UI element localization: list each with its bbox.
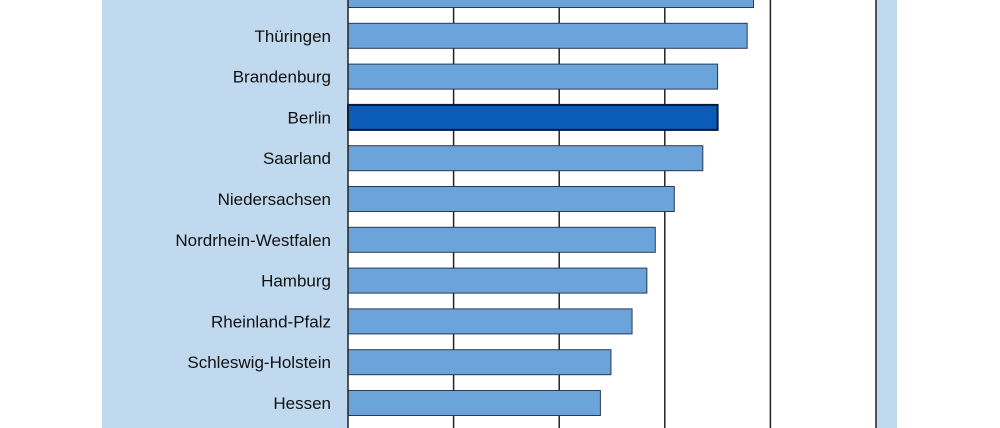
bars (347, 0, 755, 416)
category-label: Schleswig-Holstein (187, 353, 331, 372)
bar-sachsen (347, 0, 755, 8)
category-label: Hamburg (261, 272, 331, 291)
category-label: Rheinland-Pfalz (211, 312, 331, 331)
bar-saarland (347, 145, 704, 172)
category-label: Berlin (288, 108, 331, 127)
bar-schleswig-holstein (347, 349, 612, 376)
bar-rheinland-pfalz (347, 308, 633, 335)
bar-nordrhein-westfalen (347, 226, 656, 253)
category-label: Nordrhein-Westfalen (175, 231, 331, 250)
category-label: Thüringen (254, 27, 331, 46)
category-label: Brandenburg (233, 68, 331, 87)
category-label: Niedersachsen (218, 190, 331, 209)
bar-hamburg (347, 267, 648, 294)
bar-niedersachsen (347, 186, 675, 212)
bar-berlin (347, 103, 719, 131)
bar-th-ringen (347, 22, 748, 49)
bar-hessen (347, 390, 601, 416)
category-label: Hessen (273, 394, 331, 413)
category-label: Saarland (263, 149, 331, 168)
bar-brandenburg (347, 63, 719, 90)
category-labels: Thüringen Brandenburg Berlin Saarland Nieder… (175, 27, 331, 413)
